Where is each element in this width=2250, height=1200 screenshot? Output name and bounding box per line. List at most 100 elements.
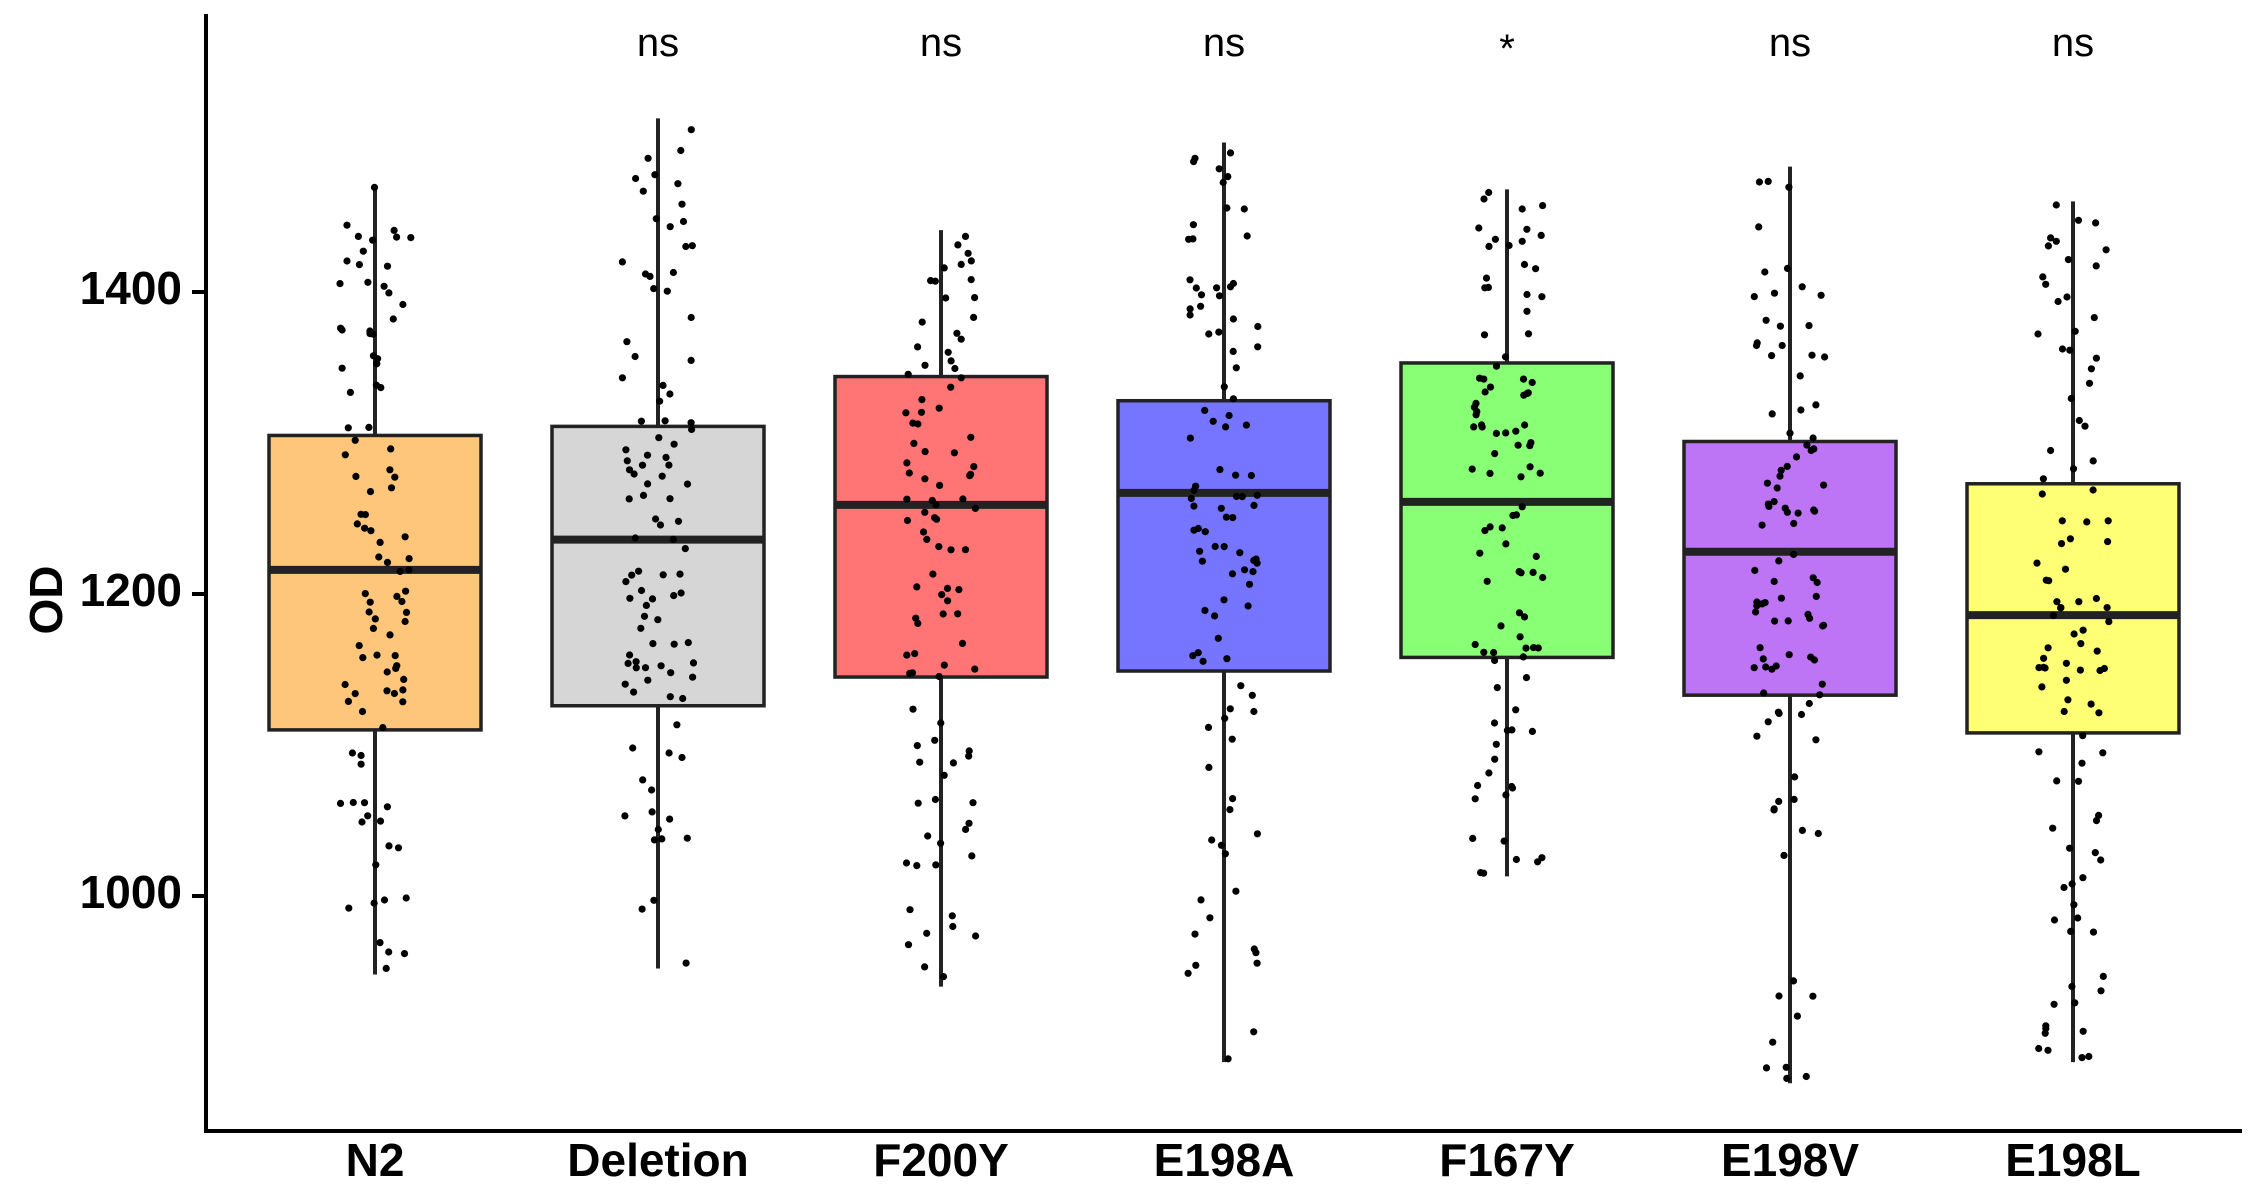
data-point	[1528, 378, 1536, 387]
data-point	[2049, 824, 2057, 832]
data-point	[1538, 854, 1546, 862]
data-point	[2104, 517, 2112, 525]
data-point	[383, 558, 392, 567]
data-point	[383, 262, 392, 270]
data-point	[947, 383, 955, 391]
data-point	[2039, 273, 2047, 281]
data-point	[366, 488, 375, 496]
data-point	[2092, 594, 2100, 603]
data-point	[1776, 322, 1784, 330]
data-point	[651, 171, 659, 179]
data-point	[1520, 613, 1529, 621]
data-point	[639, 187, 647, 195]
data-point	[967, 276, 975, 284]
data-point	[396, 567, 404, 576]
data-point	[2074, 216, 2083, 224]
data-point	[405, 566, 413, 574]
data-point	[2038, 490, 2046, 498]
data-point	[957, 374, 965, 382]
data-point	[677, 589, 685, 597]
data-point	[1250, 707, 1258, 716]
data-point	[1485, 769, 1493, 777]
data-point	[346, 388, 354, 396]
data-point	[658, 472, 666, 480]
iqr-box-F200Y	[833, 374, 1049, 679]
data-point	[1475, 224, 1483, 232]
data-point	[948, 912, 956, 920]
data-point	[2093, 647, 2101, 655]
data-point	[1802, 1072, 1810, 1081]
data-point	[940, 661, 948, 669]
data-point	[640, 612, 649, 620]
data-point	[632, 174, 640, 183]
data-point	[2083, 518, 2091, 526]
data-point	[391, 473, 399, 481]
significance-label-E198A: ns	[1203, 21, 1245, 65]
data-point	[1480, 195, 1488, 203]
data-point	[947, 546, 955, 554]
data-point	[2071, 999, 2079, 1007]
data-point	[965, 752, 973, 760]
data-point	[1226, 149, 1235, 157]
data-point	[357, 760, 365, 768]
data-point	[1220, 596, 1228, 604]
data-point	[903, 516, 912, 525]
data-point	[2069, 465, 2078, 473]
data-point	[905, 469, 913, 477]
data-point	[2035, 748, 2043, 756]
data-point	[1778, 341, 1786, 350]
data-point	[376, 817, 385, 825]
data-point	[2064, 256, 2072, 264]
data-point	[399, 686, 407, 694]
data-point	[1812, 401, 1820, 409]
data-point	[1186, 434, 1194, 442]
data-point	[1777, 466, 1785, 474]
data-point	[1811, 507, 1819, 515]
points-E198L	[2033, 201, 2113, 1062]
data-point	[1229, 795, 1237, 803]
data-point	[1770, 805, 1778, 813]
data-point	[1522, 644, 1530, 652]
data-point	[1750, 664, 1758, 672]
data-point	[665, 749, 673, 757]
data-point	[1532, 552, 1540, 561]
data-point	[2041, 664, 2049, 672]
data-point	[673, 721, 681, 729]
data-point	[359, 654, 367, 662]
data-point	[1224, 1055, 1232, 1063]
data-point	[2102, 246, 2110, 254]
data-point	[642, 601, 651, 610]
data-point	[343, 221, 351, 229]
data-point	[373, 360, 381, 368]
data-point	[914, 619, 922, 628]
data-point	[949, 759, 958, 767]
data-point	[630, 688, 638, 696]
data-point	[923, 535, 931, 544]
data-point	[1524, 389, 1532, 397]
data-point	[354, 232, 362, 240]
data-point	[902, 859, 911, 867]
data-point	[371, 615, 379, 623]
data-point	[632, 658, 640, 666]
data-point	[683, 834, 691, 842]
data-point	[967, 433, 975, 441]
data-point	[1253, 491, 1261, 499]
data-point	[2092, 262, 2100, 270]
data-point	[399, 300, 407, 309]
data-point	[1805, 699, 1813, 708]
data-point	[1808, 351, 1816, 359]
iqr-box-N2	[267, 433, 483, 732]
data-point	[1805, 322, 1813, 330]
data-point	[1498, 524, 1506, 532]
data-point	[2089, 457, 2097, 465]
data-point	[678, 753, 686, 762]
data-point	[365, 423, 373, 431]
data-point	[1505, 241, 1513, 250]
data-point	[669, 268, 678, 277]
data-point	[1813, 578, 1821, 587]
data-point	[665, 461, 673, 469]
data-point	[626, 594, 634, 602]
data-point	[2074, 914, 2082, 922]
data-point	[1818, 680, 1826, 688]
points-N2	[336, 183, 415, 973]
